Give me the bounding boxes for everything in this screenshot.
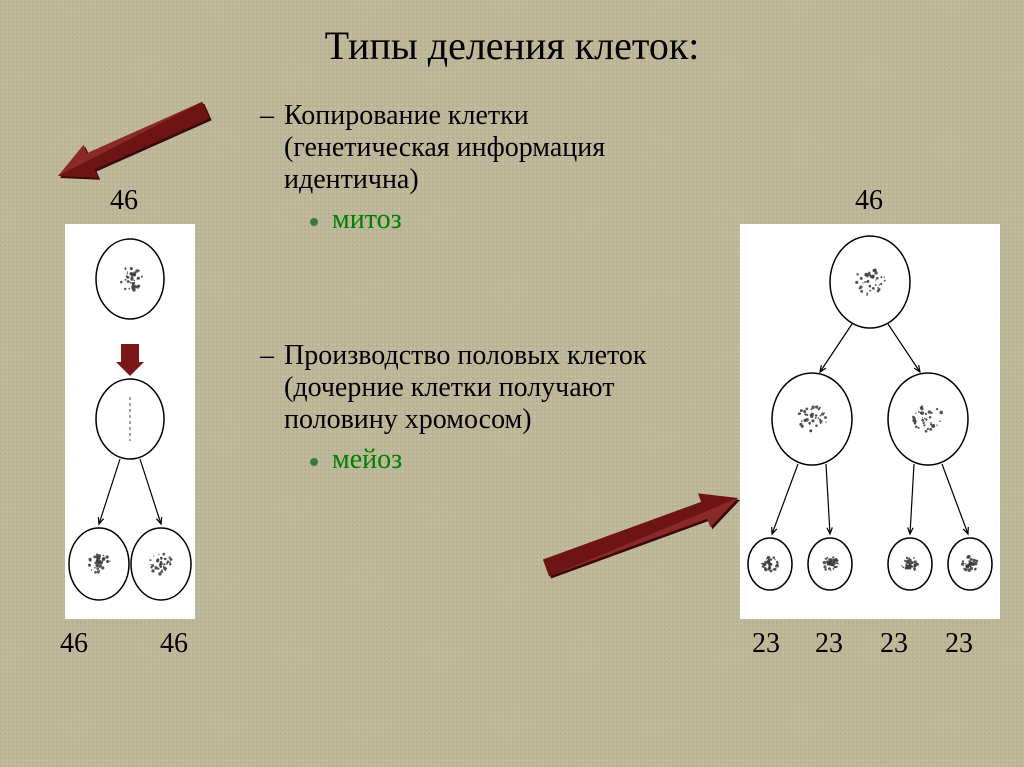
section-1-text: Копирование клетки (генетическая информа…: [284, 100, 700, 196]
right-bottom-label-4: 23: [945, 628, 973, 660]
section-2-sub: мейоз: [310, 444, 700, 476]
section-2-sub-text: мейоз: [332, 444, 402, 476]
right-bottom-label-2: 23: [815, 628, 843, 660]
section-1: – Копирование клетки (генетическая инфор…: [260, 100, 700, 236]
dash-icon: –: [260, 100, 284, 196]
left-top-label: 46: [110, 185, 138, 217]
bullet-dot-icon: [310, 218, 318, 226]
dash-icon: –: [260, 340, 284, 436]
right-top-label: 46: [855, 185, 883, 217]
section-1-sub: митоз: [310, 204, 700, 236]
right-bottom-label-1: 23: [752, 628, 780, 660]
slide-title: Типы деления клеток:: [0, 22, 1024, 69]
mitosis-diagram: [65, 224, 195, 619]
bullet-dot-icon: [310, 458, 318, 466]
section-2-text: Производство половых клеток (дочерние кл…: [284, 340, 700, 436]
meiosis-diagram: [740, 224, 1000, 619]
section-2: – Производство половых клеток (дочерние …: [260, 340, 700, 476]
left-bottom-label-2: 46: [160, 628, 188, 660]
section-1-sub-text: митоз: [332, 204, 402, 236]
right-bottom-label-3: 23: [880, 628, 908, 660]
left-bottom-label-1: 46: [60, 628, 88, 660]
